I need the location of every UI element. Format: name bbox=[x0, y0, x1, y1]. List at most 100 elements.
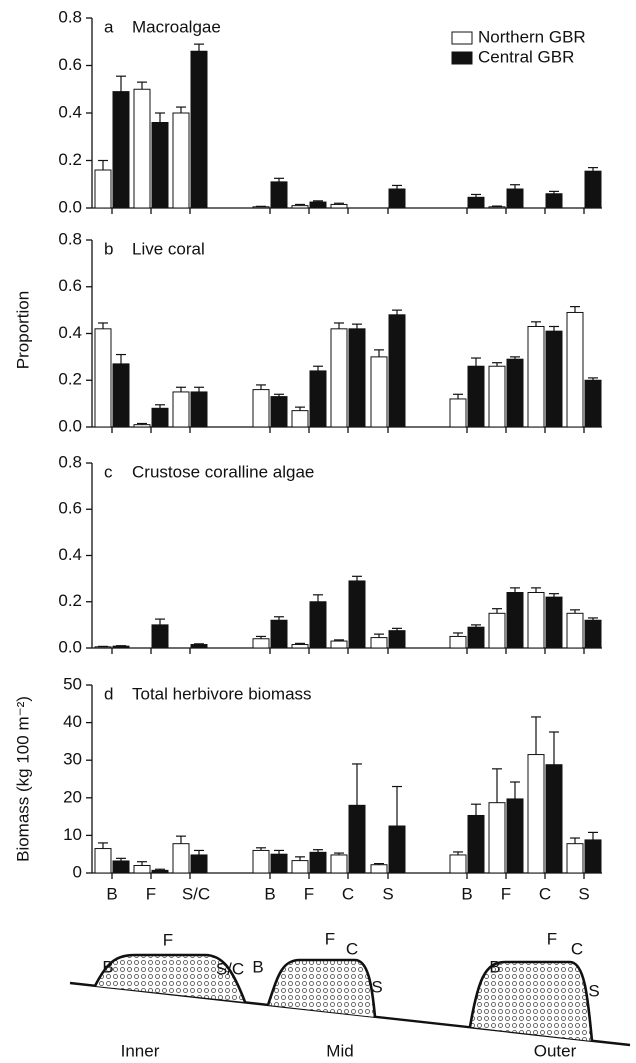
bar bbox=[467, 365, 485, 428]
x-tick-label: F bbox=[304, 884, 314, 903]
panel-title: Macroalgae bbox=[132, 17, 221, 36]
error-bar bbox=[194, 43, 204, 52]
legend-label: Central GBR bbox=[478, 47, 574, 66]
bar bbox=[151, 624, 169, 649]
error-bar bbox=[374, 349, 384, 357]
y-tick-label: 0.2 bbox=[58, 150, 82, 169]
bar bbox=[190, 50, 208, 209]
bar bbox=[388, 825, 406, 874]
error-bar bbox=[549, 325, 559, 332]
bar bbox=[545, 596, 563, 649]
error-bar bbox=[531, 321, 541, 327]
error-bar bbox=[392, 785, 402, 826]
bar bbox=[291, 205, 309, 209]
error-bar bbox=[334, 322, 344, 329]
error-bar bbox=[274, 849, 284, 855]
zone-label: C bbox=[571, 939, 583, 958]
bar bbox=[449, 854, 467, 874]
y-tick-label: 0.6 bbox=[58, 276, 82, 295]
y-tick-label: 0.2 bbox=[58, 591, 82, 610]
error-bar bbox=[274, 177, 284, 182]
y-tick-label: 10 bbox=[63, 825, 82, 844]
x-tick-label: B bbox=[461, 884, 472, 903]
bar bbox=[545, 764, 563, 874]
bar bbox=[506, 358, 524, 428]
error-bar bbox=[471, 357, 481, 367]
error-bar bbox=[194, 386, 204, 392]
bar bbox=[291, 410, 309, 428]
x-tick-label: F bbox=[501, 884, 511, 903]
zone-label: B bbox=[102, 957, 113, 976]
y-tick-label: 30 bbox=[63, 750, 82, 769]
error-bar bbox=[549, 731, 559, 765]
error-bar bbox=[98, 322, 108, 329]
bar bbox=[309, 201, 327, 209]
bar bbox=[506, 592, 524, 649]
inner-reef bbox=[93, 953, 247, 1003]
bar bbox=[270, 853, 288, 874]
error-bar bbox=[352, 323, 362, 329]
bar bbox=[172, 391, 190, 428]
error-bar bbox=[510, 781, 520, 799]
bar bbox=[348, 328, 366, 428]
error-bar bbox=[453, 851, 463, 855]
bar bbox=[388, 188, 406, 209]
bar bbox=[151, 122, 169, 209]
bar bbox=[566, 612, 584, 649]
bar bbox=[545, 330, 563, 428]
bar bbox=[584, 170, 602, 209]
bar bbox=[94, 328, 112, 428]
error-bar bbox=[116, 353, 126, 364]
error-bar bbox=[116, 75, 126, 92]
bar bbox=[488, 365, 506, 428]
y-tick-label: 0.4 bbox=[58, 323, 82, 342]
zone-label: S bbox=[588, 981, 599, 1000]
zone-label: F bbox=[325, 929, 335, 948]
bar bbox=[112, 363, 130, 428]
bar bbox=[270, 619, 288, 649]
legend-label: Northern GBR bbox=[478, 27, 586, 46]
panel: 0.0 0.2 0.4 0.6 0.8 b Live coral Proportion bbox=[13, 229, 602, 435]
bar bbox=[94, 169, 112, 209]
error-bar bbox=[588, 831, 598, 840]
error-bar bbox=[137, 861, 147, 866]
bar bbox=[467, 196, 485, 209]
zone-label: C bbox=[346, 939, 358, 958]
bar bbox=[330, 640, 348, 649]
bar bbox=[252, 389, 270, 428]
error-bar bbox=[256, 384, 266, 390]
x-tick-label: B bbox=[106, 884, 117, 903]
mid-reef bbox=[266, 958, 377, 1018]
bar bbox=[506, 798, 524, 874]
bar bbox=[330, 203, 348, 209]
zone-label: S/C bbox=[216, 959, 244, 978]
bar bbox=[348, 804, 366, 874]
error-bar bbox=[374, 633, 384, 638]
x-tick-label: S bbox=[382, 884, 393, 903]
bar bbox=[488, 612, 506, 649]
y-tick-label: 0.6 bbox=[58, 55, 82, 74]
panel-letter: c bbox=[104, 462, 113, 481]
panel: 0.0 0.2 0.4 0.6 0.8 c Crustose coralline algae bbox=[58, 452, 602, 656]
x-tick-label: B bbox=[264, 884, 275, 903]
zone-label: F bbox=[163, 930, 173, 949]
bar bbox=[370, 637, 388, 649]
bar bbox=[270, 396, 288, 428]
bar bbox=[94, 848, 112, 874]
bar bbox=[151, 869, 169, 874]
error-bar bbox=[155, 404, 165, 409]
bar bbox=[151, 407, 169, 428]
bar bbox=[252, 849, 270, 874]
y-tick-label: 0.0 bbox=[58, 197, 82, 216]
error-bar bbox=[313, 365, 323, 371]
bar bbox=[388, 314, 406, 428]
error-bar bbox=[392, 184, 402, 189]
bar bbox=[172, 112, 190, 209]
bar bbox=[527, 754, 545, 874]
error-bar bbox=[295, 856, 305, 861]
panel: 0.0 0.2 0.4 0.6 0.8 a Macroalgae Northern GBRCe… bbox=[58, 7, 602, 216]
y-tick-label: 50 bbox=[63, 674, 82, 693]
error-bar bbox=[510, 587, 520, 593]
error-bar bbox=[570, 837, 580, 844]
